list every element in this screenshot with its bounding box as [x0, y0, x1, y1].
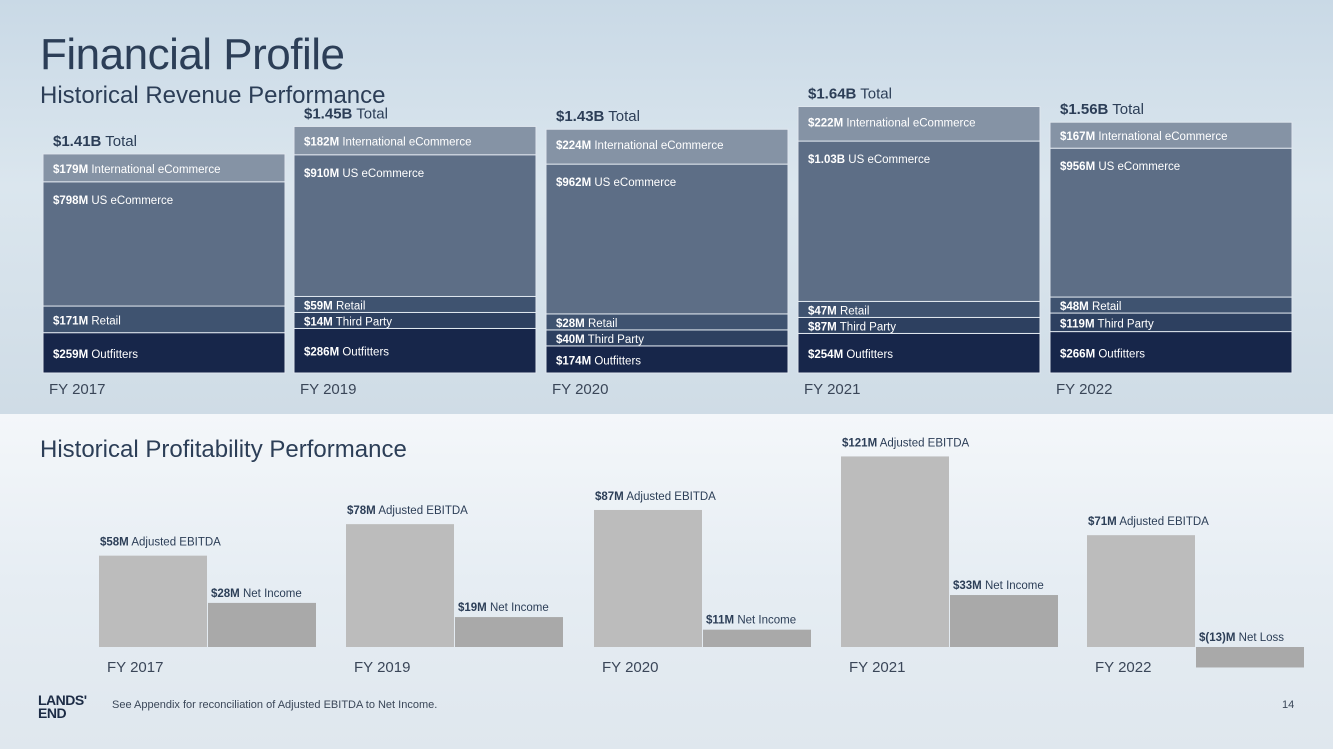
footnote: See Appendix for reconciliation of Adjus… [112, 699, 438, 711]
revenue-label-intl: $167M International eCommerce [1060, 131, 1227, 143]
ebitda-label: $87M Adjusted EBITDA [595, 491, 716, 503]
revenue-label-intl: $224M International eCommerce [556, 140, 723, 152]
lands-end-logo: LANDS' END [38, 693, 90, 727]
revenue-label-outfitters: $286M Outfitters [304, 347, 389, 359]
ebitda-label: $121M Adjusted EBITDA [842, 437, 970, 449]
revenue-label-outfitters: $259M Outfitters [53, 349, 138, 361]
revenue-category-label: FY 2021 [804, 381, 860, 398]
revenue-bar-outfitters [42, 332, 286, 374]
revenue-label-thirdparty: $87M Third Party [808, 321, 896, 333]
ebitda-bar [594, 509, 702, 647]
revenue-label-us: $1.03B US eCommerce [808, 154, 930, 166]
revenue-bar-us [545, 163, 789, 315]
revenue-category-label: FY 2017 [49, 381, 105, 398]
ebitda-bar [99, 555, 207, 647]
revenue-subtitle: Historical Revenue Performance [40, 82, 386, 109]
revenue-bar-intl [545, 128, 789, 165]
revenue-label-us: $956M US eCommerce [1060, 161, 1180, 173]
net-loss-label: $(13)M Net Loss [1199, 632, 1284, 644]
revenue-label-us: $798M US eCommerce [53, 195, 173, 207]
revenue-label-thirdparty: $14M Third Party [304, 316, 392, 328]
ebitda-bar [1087, 535, 1195, 647]
revenue-bar-intl [1049, 121, 1293, 149]
page-title: Financial Profile [40, 30, 345, 79]
revenue-total-label: $1.56B Total [1060, 101, 1144, 118]
revenue-label-outfitters: $254M Outfitters [808, 349, 893, 361]
revenue-bar-outfitters [797, 332, 1041, 374]
revenue-label-retail: $59M Retail [304, 300, 365, 312]
revenue-bar-retail [42, 305, 286, 334]
revenue-bar-us [1049, 147, 1293, 298]
revenue-label-intl: $222M International eCommerce [808, 118, 975, 130]
net-loss-bar [1196, 647, 1304, 668]
revenue-bar-outfitters [1049, 331, 1293, 374]
logo-line2: END [38, 705, 67, 721]
revenue-label-retail: $48M Retail [1060, 301, 1121, 313]
net-income-bar [208, 602, 316, 647]
revenue-total-label: $1.64B Total [808, 86, 892, 103]
ebitda-label: $71M Adjusted EBITDA [1088, 516, 1209, 528]
revenue-label-intl: $182M International eCommerce [304, 137, 471, 149]
net-income-label: $33M Net Income [953, 580, 1044, 592]
revenue-label-thirdparty: $119M Third Party [1060, 318, 1154, 330]
revenue-label-thirdparty: $40M Third Party [556, 334, 644, 346]
revenue-label-retail: $28M Retail [556, 318, 617, 330]
revenue-bar-us [293, 154, 537, 297]
net-income-label: $28M Net Income [211, 588, 302, 600]
ebitda-label: $78M Adjusted EBITDA [347, 505, 468, 517]
revenue-label-outfitters: $174M Outfitters [556, 355, 641, 367]
revenue-bar-intl [293, 125, 537, 156]
revenue-label-intl: $179M International eCommerce [53, 164, 220, 176]
net-income-label: $11M Net Income [706, 615, 796, 627]
revenue-label-retail: $171M Retail [53, 315, 121, 327]
ebitda-bar [346, 524, 454, 647]
net-income-bar [703, 629, 811, 647]
revenue-category-label: FY 2019 [300, 381, 356, 398]
profit-category-label: FY 2017 [107, 659, 163, 676]
revenue-bar-intl [42, 153, 286, 183]
revenue-label-us: $962M US eCommerce [556, 177, 676, 189]
page-number: 14 [1282, 699, 1295, 711]
profit-category-label: FY 2021 [849, 659, 905, 676]
revenue-category-label: FY 2022 [1056, 381, 1112, 398]
revenue-total-label: $1.43B Total [556, 108, 640, 125]
ebitda-label: $58M Adjusted EBITDA [100, 537, 221, 549]
ebitda-bar [841, 456, 949, 647]
revenue-bar-outfitters [545, 345, 789, 374]
profit-category-label: FY 2020 [602, 659, 658, 676]
revenue-bar-outfitters [293, 327, 537, 374]
revenue-category-label: FY 2020 [552, 381, 608, 398]
net-income-bar [950, 595, 1058, 647]
net-income-label: $19M Net Income [458, 602, 549, 614]
revenue-label-retail: $47M Retail [808, 305, 869, 317]
logo-line1: LANDS' [38, 692, 87, 708]
profit-category-label: FY 2019 [354, 659, 410, 676]
revenue-bar-us [42, 181, 286, 307]
revenue-label-us: $910M US eCommerce [304, 168, 424, 180]
profitability-subtitle: Historical Profitability Performance [40, 436, 407, 463]
revenue-bar-intl [797, 106, 1041, 142]
revenue-total-label: $1.45B Total [304, 105, 388, 122]
revenue-total-label: $1.41B Total [53, 133, 137, 150]
revenue-label-outfitters: $266M Outfitters [1060, 348, 1145, 360]
net-income-bar [455, 617, 563, 647]
profit-category-label: FY 2022 [1095, 659, 1151, 676]
revenue-bar-us [797, 140, 1041, 302]
